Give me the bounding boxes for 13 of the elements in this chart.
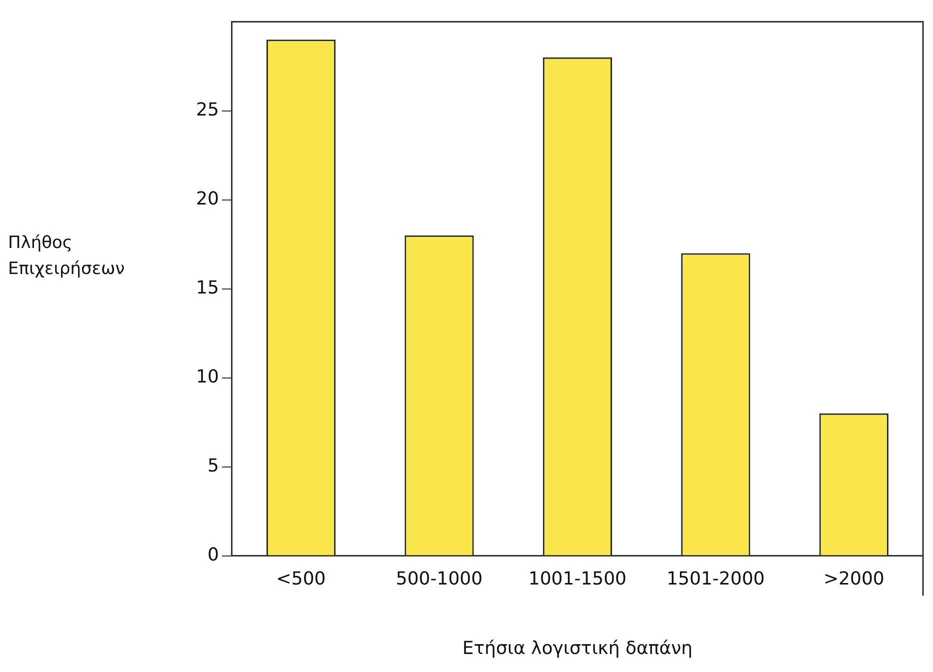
y-tick-label: 15 <box>196 277 219 298</box>
y-tick-label: 20 <box>196 188 219 210</box>
y-tick-label: 5 <box>207 455 219 476</box>
y-tick-label: 25 <box>196 99 219 120</box>
x-tick-label: <500 <box>276 568 326 590</box>
x-tick-label: >2000 <box>823 568 884 590</box>
x-tick-label: 1001-1500 <box>528 568 627 590</box>
x-tick-label: 1501-2000 <box>666 568 765 590</box>
x-tick-label: 500-1000 <box>396 568 483 590</box>
y-axis-title: Πλήθος Επιχειρήσεων <box>8 232 126 281</box>
x-axis-title: Ετήσια λογιστική δαπάνη <box>462 638 693 659</box>
y-tick-label: 0 <box>207 544 219 566</box>
y-tick-label: 10 <box>196 366 219 388</box>
